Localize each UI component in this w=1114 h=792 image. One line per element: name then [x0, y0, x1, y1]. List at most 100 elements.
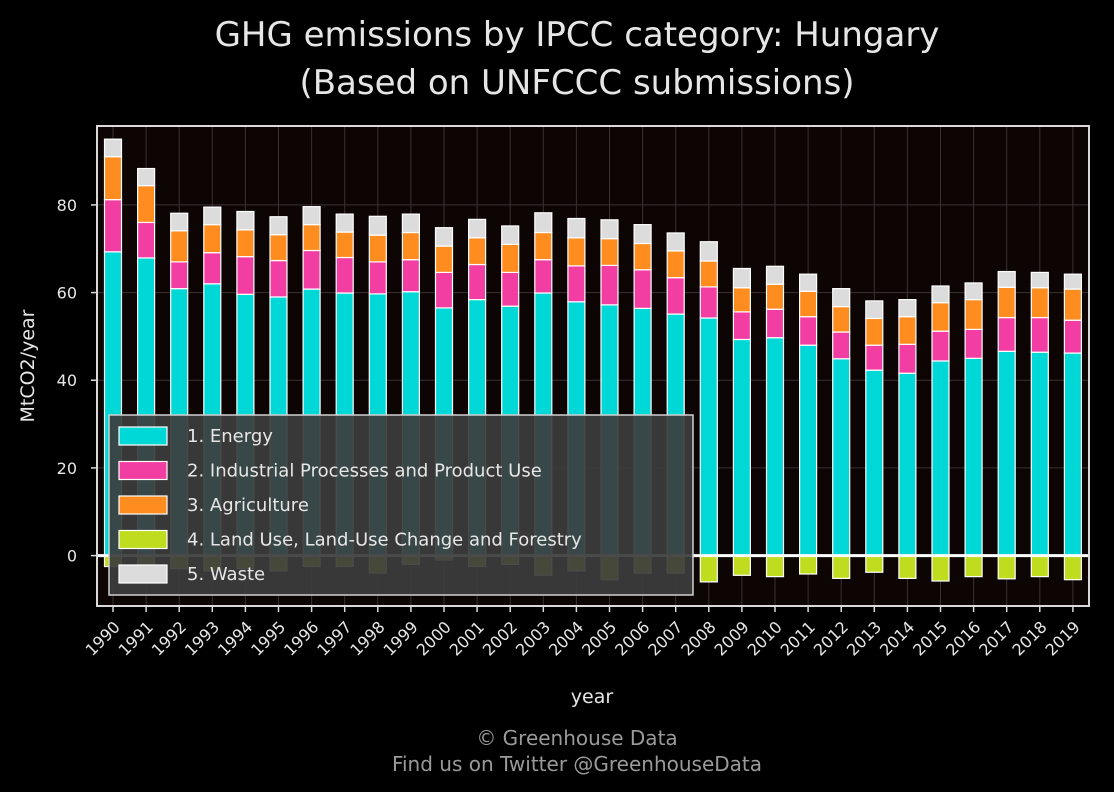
bar-1998-series-5 — [368, 215, 387, 236]
bar-2001-series-3 — [468, 237, 487, 266]
bar-2013-series-1 — [865, 369, 884, 557]
bar-2019-series-4 — [1063, 554, 1083, 581]
bar-2002-series-3 — [501, 243, 520, 274]
bar-2010-series-5 — [765, 265, 785, 285]
bar-2003-series-5 — [534, 212, 553, 234]
bar-2006-series-5 — [633, 224, 652, 245]
bar-1996-series-2 — [302, 249, 321, 290]
y-tick-label: 60 — [57, 284, 77, 303]
bar-2013-series-3 — [865, 317, 884, 346]
x-tick-label: 1991 — [115, 617, 157, 659]
bar-2018-series-3 — [1030, 287, 1049, 319]
bar-2013-series-2 — [865, 344, 884, 371]
bar-2005-series-3 — [600, 238, 619, 266]
bar-2011-series-5 — [798, 273, 818, 292]
bar-2017-series-2 — [997, 316, 1016, 352]
bar-2008-series-4 — [699, 554, 718, 583]
bar-2009-series-5 — [732, 267, 752, 289]
legend-box — [108, 414, 694, 596]
bar-2006-series-3 — [633, 242, 652, 271]
bar-2016-series-4 — [964, 554, 983, 578]
bar-2017-series-4 — [997, 554, 1016, 580]
bar-1994-series-5 — [236, 210, 255, 231]
y-tick-label: 20 — [57, 459, 77, 478]
bar-2009-series-1 — [732, 338, 752, 557]
y-tick-label: 80 — [57, 196, 77, 215]
bar-2018-series-5 — [1030, 271, 1049, 289]
bar-2018-series-2 — [1030, 316, 1049, 353]
bar-2011-series-4 — [798, 554, 818, 575]
x-tick-label: 2001 — [446, 617, 488, 659]
bar-1990-series-5 — [103, 138, 123, 158]
bar-1994-series-3 — [236, 229, 255, 258]
x-tick-label: 1994 — [214, 617, 256, 659]
bar-2017-series-5 — [997, 270, 1016, 288]
bar-2015-series-3 — [931, 302, 950, 332]
bar-1990-series-3 — [103, 156, 123, 201]
bar-2014-series-3 — [898, 316, 917, 345]
bar-2001-series-2 — [468, 263, 487, 301]
bar-1993-series-5 — [203, 206, 222, 226]
bar-2007-series-2 — [666, 277, 685, 315]
legend: 1. Energy 2. Industrial Processes and Pro… — [108, 414, 694, 596]
bar-2012-series-4 — [832, 554, 851, 579]
bar-2019-series-5 — [1063, 273, 1083, 290]
bar-2014-series-4 — [898, 554, 917, 579]
bar-1995-series-3 — [269, 234, 288, 262]
legend-label-4: 4. Land Use, Land-Use Change and Forestr… — [187, 530, 582, 551]
x-tick-label: 2012 — [810, 617, 852, 659]
bar-2016-series-3 — [964, 298, 983, 330]
bar-2005-series-5 — [600, 219, 619, 240]
x-tick-label: 2015 — [909, 617, 951, 659]
x-tick-label: 1998 — [346, 617, 388, 659]
x-tick-label: 2006 — [611, 617, 653, 659]
bar-2011-series-1 — [798, 344, 818, 557]
bar-1999-series-2 — [401, 259, 420, 293]
bar-2001-series-5 — [468, 218, 487, 239]
x-tick-label: 1996 — [280, 617, 322, 659]
bar-2002-series-2 — [501, 271, 520, 307]
legend-swatch-4 — [118, 529, 168, 550]
bar-1992-series-2 — [170, 261, 189, 290]
bar-2009-series-2 — [732, 311, 752, 341]
bar-2007-series-5 — [666, 232, 685, 252]
bar-2006-series-2 — [633, 269, 652, 309]
bar-1995-series-5 — [269, 216, 288, 236]
bar-2013-series-5 — [865, 300, 884, 320]
bar-2019-series-1 — [1063, 352, 1083, 557]
x-tick-label: 2010 — [744, 617, 786, 659]
x-tick-label: 2017 — [975, 617, 1017, 659]
bar-2012-series-5 — [832, 288, 851, 308]
x-tick-label: 1999 — [380, 617, 422, 659]
legend-swatch-3 — [118, 495, 168, 515]
x-tick-label: 1990 — [82, 617, 124, 659]
bar-1993-series-2 — [203, 252, 222, 285]
x-tick-label: 2007 — [644, 617, 686, 659]
chart-title-line1: GHG emissions by IPCC category: Hungary — [215, 15, 940, 55]
bar-2005-series-2 — [600, 264, 619, 306]
bar-1996-series-3 — [302, 224, 321, 252]
bar-1998-series-3 — [368, 234, 387, 263]
bar-2008-series-1 — [699, 317, 718, 557]
bar-2015-series-4 — [931, 554, 950, 582]
bar-2008-series-3 — [699, 260, 718, 288]
bar-2015-series-2 — [931, 330, 950, 362]
bar-2008-series-2 — [699, 286, 718, 319]
x-tick-label: 2003 — [512, 617, 554, 659]
bar-1995-series-2 — [269, 259, 288, 298]
bar-2010-series-4 — [765, 554, 785, 578]
x-tick-label: 2013 — [843, 617, 885, 659]
x-tick-label: 2019 — [1042, 617, 1084, 659]
legend-label-1: 1. Energy — [187, 426, 273, 447]
bar-2012-series-1 — [832, 358, 851, 557]
chart-title-line2: (Based on UNFCCC submissions) — [299, 63, 854, 103]
bar-2010-series-2 — [765, 308, 785, 339]
bar-2017-series-3 — [997, 286, 1016, 319]
bar-2000-series-5 — [434, 227, 454, 247]
bar-2014-series-5 — [898, 298, 917, 318]
bar-2018-series-4 — [1030, 554, 1049, 578]
bar-2012-series-3 — [832, 306, 851, 333]
x-tick-label: 2002 — [479, 617, 521, 659]
bar-2019-series-2 — [1063, 319, 1083, 354]
x-tick-label: 2004 — [545, 617, 587, 659]
